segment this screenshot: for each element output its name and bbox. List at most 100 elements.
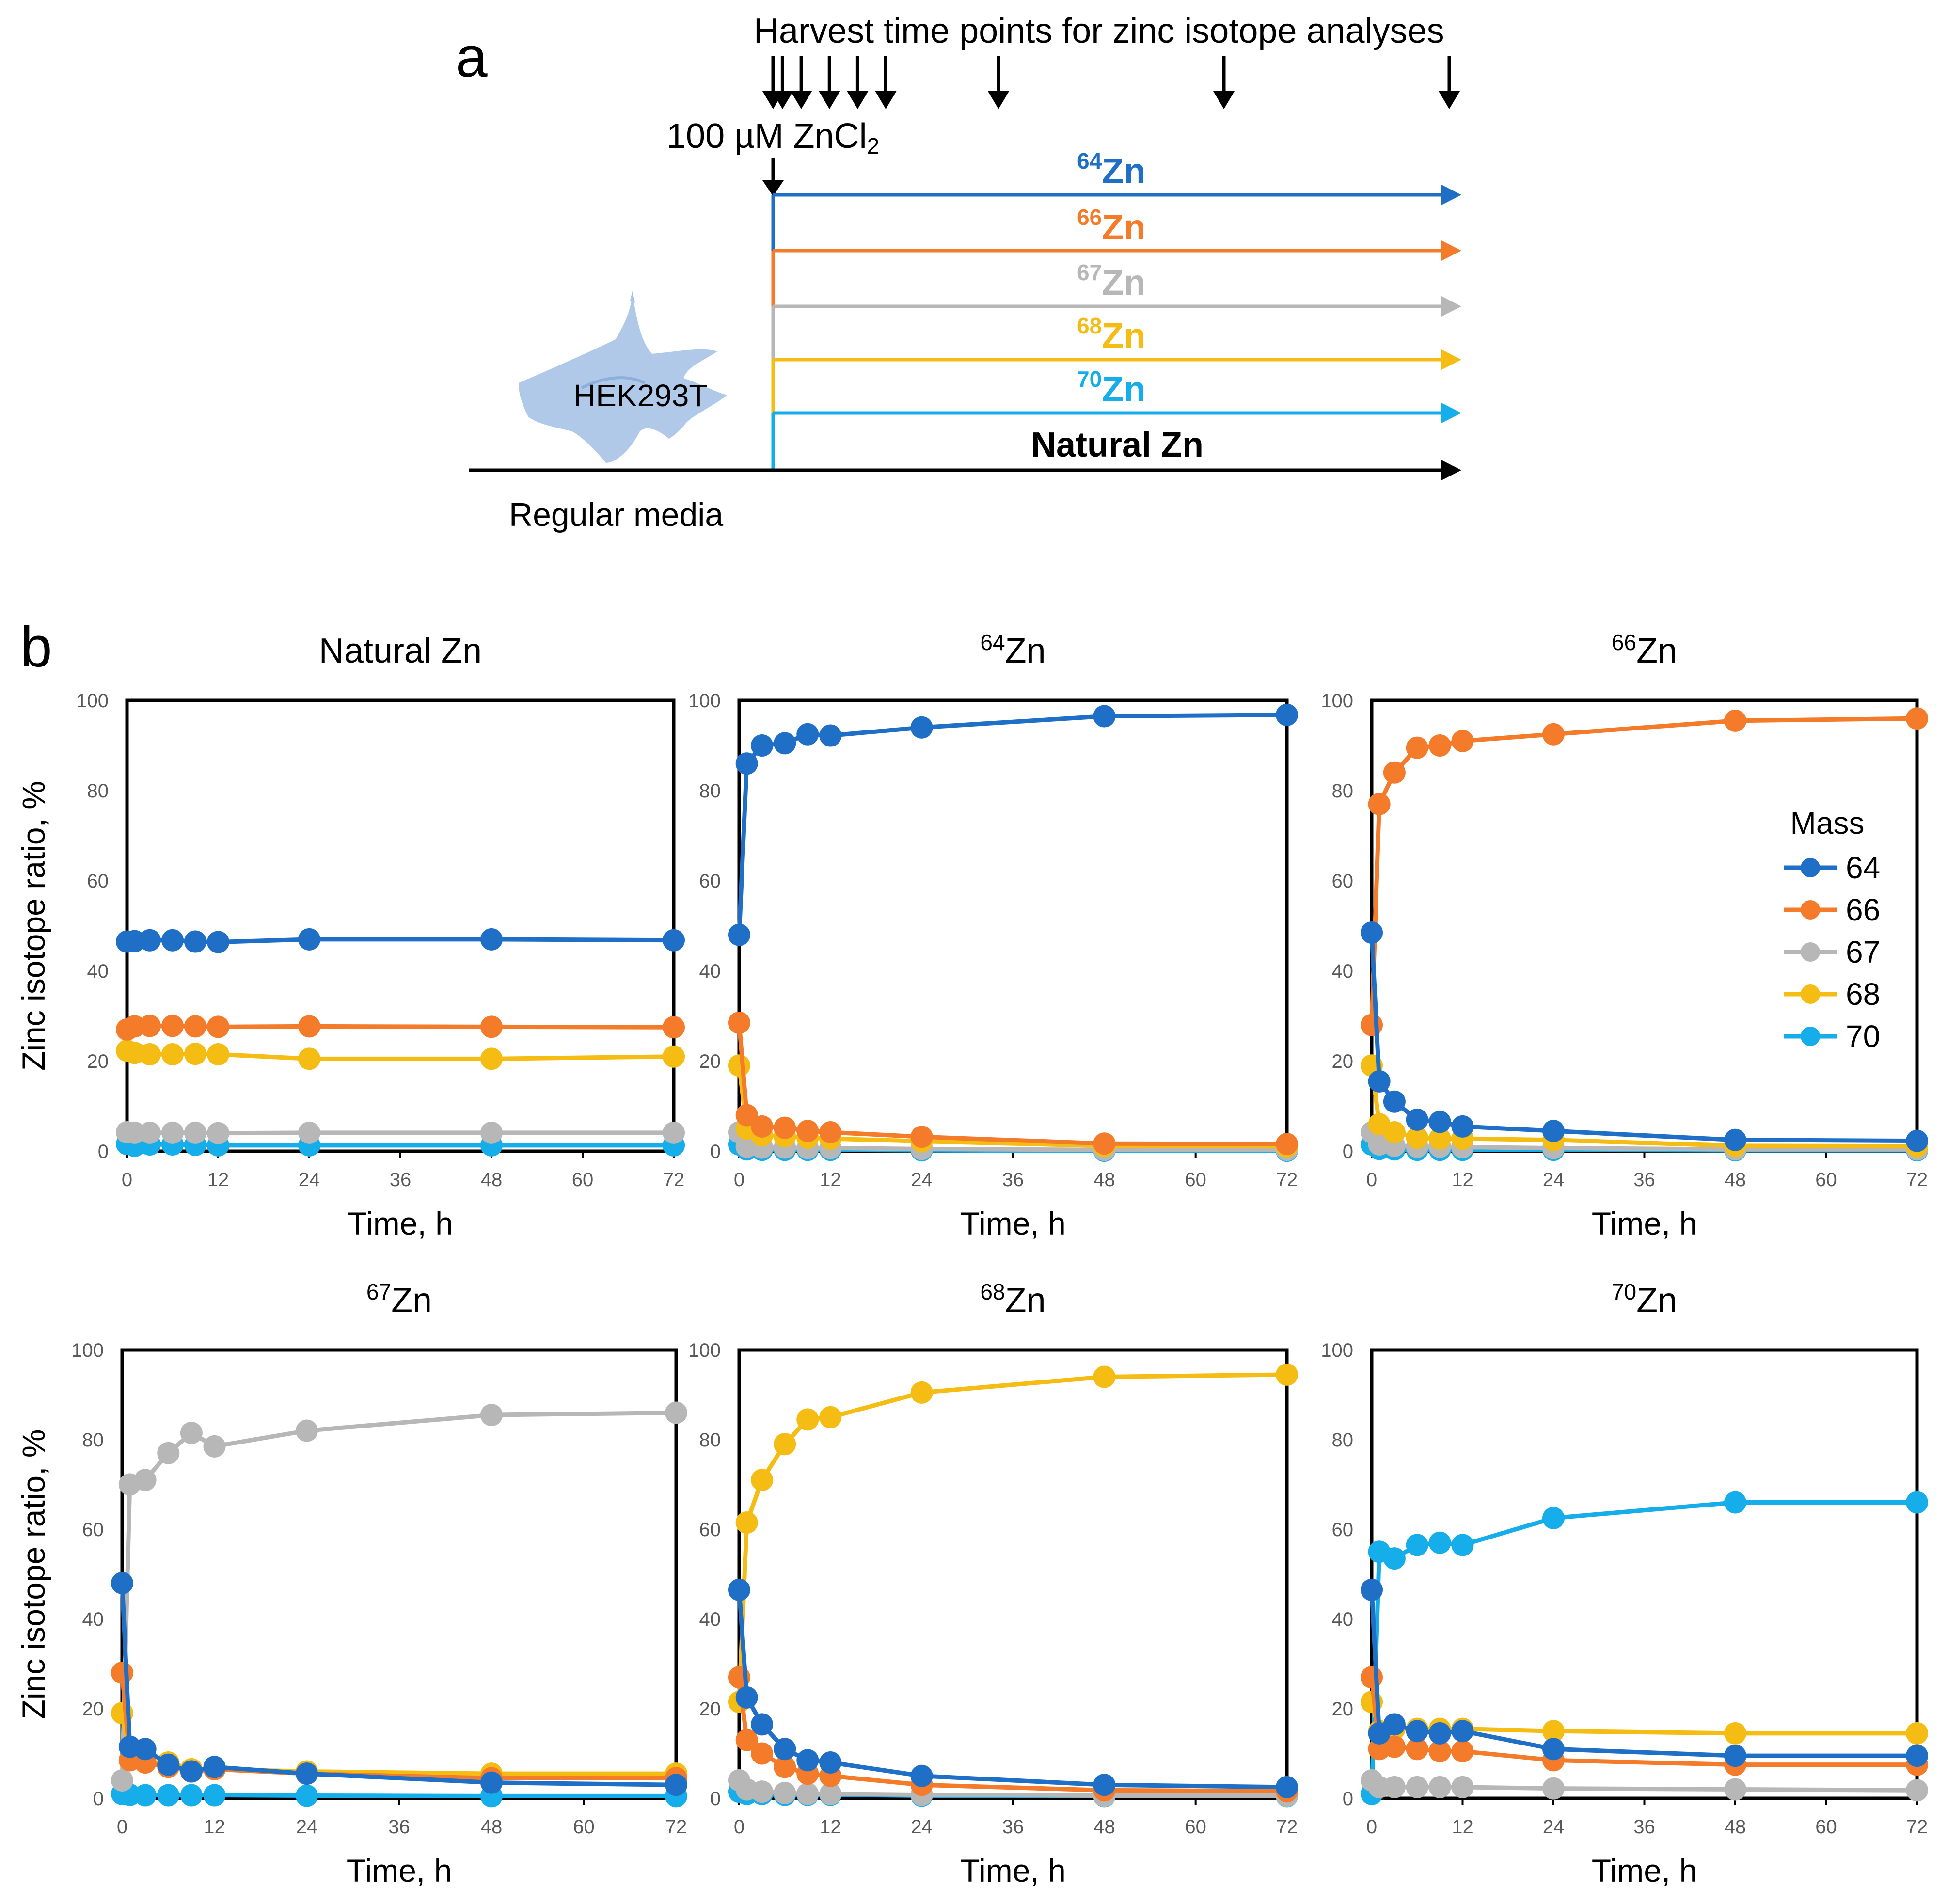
data-point-64-12h — [203, 1756, 226, 1778]
data-point-66-0h — [728, 1011, 750, 1034]
data-point-66-72h — [1276, 1133, 1298, 1156]
data-point-66-3h — [139, 1015, 161, 1037]
y-tick-label: 80 — [699, 780, 721, 802]
data-point-67-3h — [134, 1469, 157, 1491]
data-point-67-72h — [663, 1121, 685, 1144]
chart-title: 66Zn — [1612, 630, 1677, 670]
data-point-66-1h — [735, 1104, 758, 1127]
y-tick-label: 80 — [1332, 780, 1354, 802]
data-point-64-6h — [774, 1738, 796, 1761]
y-tick-label: 20 — [1332, 1698, 1354, 1720]
data-point-67-12h — [1451, 1776, 1474, 1798]
data-point-67-6h — [1406, 1776, 1428, 1798]
data-point-66-9h — [1428, 734, 1451, 757]
data-point-68-12h — [819, 1406, 842, 1428]
series-line-66 — [737, 1022, 1287, 1146]
data-point-64-9h — [184, 930, 206, 953]
data-point-66-9h — [184, 1015, 206, 1038]
y-tick-label: 80 — [87, 780, 109, 802]
x-axis-label: Time, h — [960, 1853, 1066, 1888]
data-point-64-9h — [796, 723, 819, 746]
data-point-68-6h — [774, 1433, 796, 1456]
y-tick-label: 60 — [1332, 871, 1354, 892]
harvest-arrow-3h — [791, 56, 812, 109]
data-point-67-48h — [480, 1404, 503, 1427]
arrow-label-66zn: 66Zn — [1077, 205, 1146, 247]
data-point-68-48h — [480, 1047, 503, 1070]
x-tick-label: 0 — [1366, 1816, 1377, 1838]
data-point-67-48h — [480, 1121, 503, 1144]
data-point-64-0h — [1361, 1578, 1383, 1601]
x-tick-label: 72 — [665, 1816, 687, 1838]
data-point-68-72h — [1906, 1722, 1928, 1745]
series-70 — [111, 1782, 687, 1808]
x-tick-label: 36 — [1633, 1816, 1655, 1838]
legend-marker — [1801, 858, 1820, 877]
data-point-67-9h — [180, 1422, 203, 1444]
series-67 — [1361, 1769, 1928, 1802]
chart-title: Natural Zn — [319, 632, 482, 670]
data-point-70-3h — [1383, 1547, 1406, 1570]
data-point-64-3h — [1383, 1090, 1406, 1113]
legend-label: 64 — [1846, 850, 1880, 885]
data-point-66-24h — [910, 1126, 933, 1148]
plot-frame — [125, 698, 676, 1153]
x-axis-label: Time, h — [1592, 1206, 1697, 1241]
series-67 — [111, 1401, 687, 1792]
data-point-64-3h — [1383, 1713, 1406, 1736]
data-point-66-0h — [1361, 1014, 1383, 1036]
panel-b-letter: b — [20, 615, 52, 679]
x-axis-label: Time, h — [1592, 1853, 1697, 1888]
harvest-arrow-6h — [819, 56, 840, 109]
data-point-67-6h — [157, 1442, 180, 1464]
data-point-64-48h — [1093, 705, 1116, 728]
x-tick-label: 12 — [1452, 1816, 1473, 1838]
x-tick-label: 60 — [1815, 1169, 1837, 1190]
series-68 — [728, 1363, 1298, 1714]
treatment-arrow — [762, 158, 784, 196]
panel-a-timeline: a Harvest time points for zinc isotope a… — [456, 12, 1461, 533]
harvest-title: Harvest time points for zinc isotope ana… — [754, 12, 1444, 50]
data-point-66-12h — [819, 1121, 842, 1143]
data-point-67-3h — [139, 1121, 161, 1144]
series-64 — [728, 703, 1298, 946]
data-point-64-9h — [180, 1760, 203, 1783]
natural-zn-arrow — [469, 460, 1461, 481]
data-point-68-72h — [663, 1045, 685, 1068]
data-point-64-0h — [728, 1578, 750, 1601]
data-point-64-1h — [735, 752, 758, 775]
data-point-66-24h — [1542, 723, 1565, 746]
data-point-64-9h — [1428, 1111, 1451, 1133]
data-point-64-12h — [1451, 1720, 1474, 1743]
data-point-66-3h — [751, 1742, 774, 1765]
legend-entry-68: 68 — [1784, 977, 1880, 1012]
chart-title-mass: 67 — [366, 1279, 391, 1304]
data-point-70-3h — [134, 1784, 157, 1807]
data-point-68-12h — [207, 1043, 229, 1066]
y-tick-label: 20 — [87, 1051, 109, 1072]
arrow-label-element: Zn — [1102, 151, 1145, 191]
x-tick-label: 72 — [1906, 1816, 1928, 1838]
y-tick-label: 60 — [1332, 1519, 1354, 1540]
data-point-67-12h — [819, 1782, 842, 1805]
legend-entry-70: 70 — [1784, 1019, 1880, 1054]
y-tick-label: 100 — [71, 1340, 104, 1361]
arrow-64zn: 64Zn — [771, 148, 1461, 251]
data-point-64-12h — [819, 724, 842, 747]
legend-marker — [1801, 942, 1820, 962]
data-point-67-12h — [207, 1122, 229, 1144]
y-tick-label: 0 — [1343, 1788, 1353, 1809]
y-tick-label: 100 — [76, 690, 109, 712]
y-tick-label: 80 — [82, 1429, 104, 1451]
data-point-67-9h — [796, 1782, 819, 1805]
data-point-68-9h — [1428, 1127, 1451, 1150]
y-tick-label: 80 — [699, 1429, 721, 1451]
x-tick-label: 36 — [1633, 1169, 1655, 1190]
series-line-66 — [1369, 716, 1917, 1025]
x-tick-label: 72 — [1276, 1816, 1298, 1838]
y-tick-label: 80 — [1332, 1429, 1354, 1451]
y-tick-label: 40 — [1332, 1609, 1354, 1630]
data-point-66-48h — [480, 1015, 503, 1038]
